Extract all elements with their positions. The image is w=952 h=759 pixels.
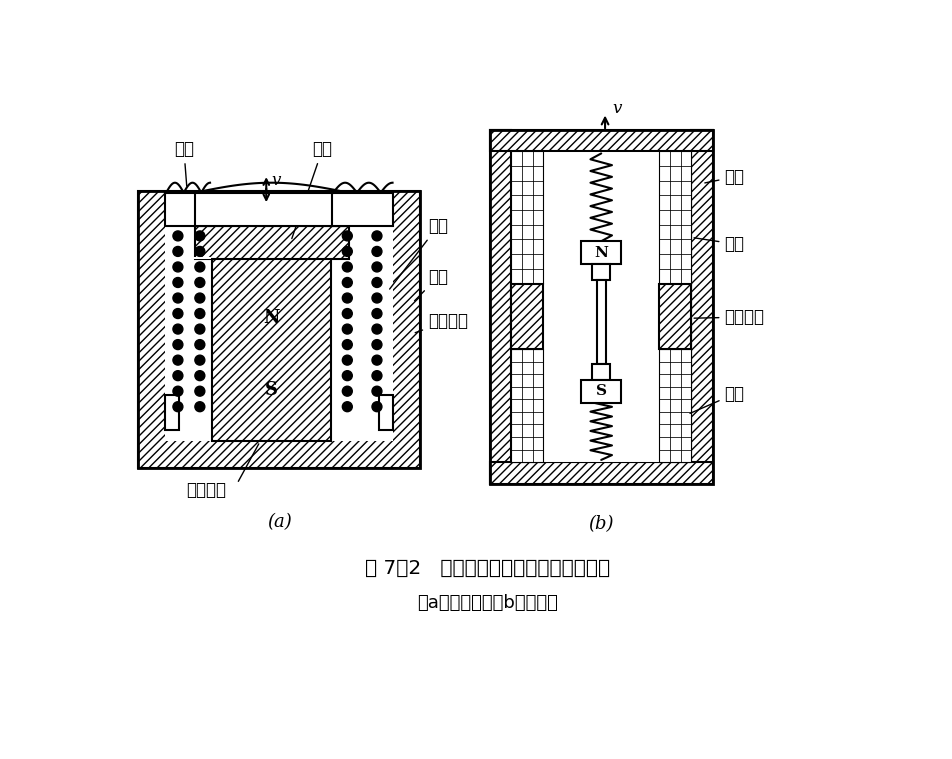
Text: 磁轭: 磁轭 [414,268,447,301]
Circle shape [172,386,183,396]
Circle shape [371,309,382,319]
Text: 壳体: 壳体 [704,168,744,186]
Bar [510,151,543,284]
Bar [510,151,690,462]
Bar [489,130,510,483]
Text: S: S [265,381,278,398]
Text: v: v [612,99,622,117]
Text: （a）动圈式；（b）动铁式: （a）动圈式；（b）动铁式 [417,594,558,612]
Circle shape [194,247,205,257]
Circle shape [172,247,183,257]
Circle shape [194,262,205,272]
Bar [658,284,690,349]
Circle shape [342,262,352,272]
Circle shape [342,355,352,365]
Circle shape [371,386,382,396]
Circle shape [172,339,183,350]
Text: (b): (b) [587,515,613,533]
Bar [194,193,348,226]
Circle shape [342,339,352,350]
Circle shape [371,278,382,288]
Circle shape [342,402,352,411]
Bar [166,257,210,259]
Circle shape [172,262,183,272]
Bar [510,349,543,462]
Circle shape [194,339,205,350]
Circle shape [342,370,352,380]
Bar [489,462,712,483]
Circle shape [371,355,382,365]
Circle shape [371,339,382,350]
Circle shape [342,309,352,319]
Circle shape [342,231,352,241]
Circle shape [194,370,205,380]
Bar [581,241,621,264]
Circle shape [371,262,382,272]
Circle shape [172,324,183,334]
Text: 图 7－2   恒磁通式磁电传感器结构原理图: 图 7－2 恒磁通式磁电传感器结构原理图 [365,559,610,578]
Bar [332,193,393,226]
Circle shape [371,231,382,241]
Circle shape [371,402,382,411]
Bar [379,395,393,430]
Circle shape [194,309,205,319]
Bar [489,130,712,151]
Bar [166,195,393,442]
Circle shape [194,278,205,288]
Text: 永久磁铁: 永久磁铁 [693,308,764,326]
Circle shape [371,370,382,380]
Bar [138,191,420,468]
Circle shape [371,247,382,257]
Circle shape [172,309,183,319]
Circle shape [172,402,183,411]
Text: 极掌: 极掌 [291,140,332,238]
Circle shape [194,355,205,365]
Circle shape [172,231,183,241]
Bar [581,380,621,403]
Text: (a): (a) [267,513,291,531]
Text: 线圈: 线圈 [693,235,744,253]
Text: 永久磁铁: 永久磁铁 [186,481,226,499]
Circle shape [342,247,352,257]
Bar [166,193,210,226]
Circle shape [172,293,183,303]
Bar [690,130,712,483]
Circle shape [342,278,352,288]
Bar [194,226,348,259]
Bar [658,349,690,462]
Circle shape [371,293,382,303]
Bar [212,257,330,442]
Circle shape [342,293,352,303]
Circle shape [342,324,352,334]
Bar [658,151,690,284]
Circle shape [194,402,205,411]
Text: 弹簧: 弹簧 [173,140,193,186]
Circle shape [342,386,352,396]
Circle shape [371,324,382,334]
Text: N: N [594,246,607,260]
Bar [591,364,609,380]
Bar [166,395,179,430]
Bar [138,191,420,468]
Text: 弹簧: 弹簧 [689,385,744,414]
Circle shape [172,278,183,288]
Circle shape [194,293,205,303]
Text: 线圈: 线圈 [389,217,447,289]
Text: 补偿线圈: 补偿线圈 [415,312,467,332]
Text: S: S [595,384,606,398]
Circle shape [194,386,205,396]
Circle shape [194,231,205,241]
Bar [596,280,605,364]
Circle shape [172,370,183,380]
Bar [591,264,609,280]
Bar [489,130,712,483]
Circle shape [172,355,183,365]
Circle shape [194,324,205,334]
Bar [510,284,543,349]
Text: N: N [263,309,280,327]
Text: v: v [271,172,281,189]
